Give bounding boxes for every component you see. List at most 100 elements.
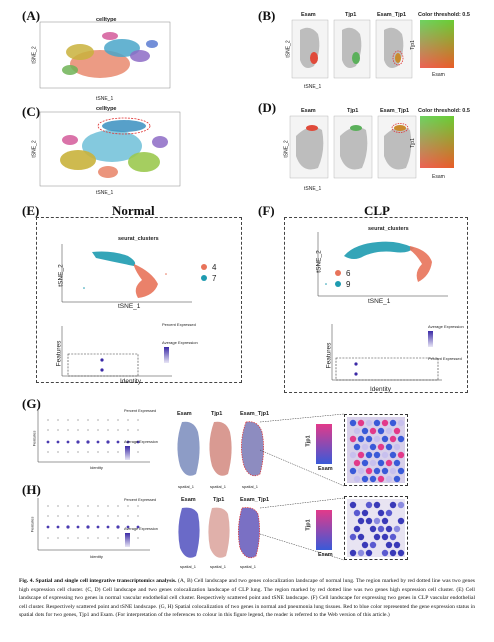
panel-g-color-square bbox=[316, 424, 332, 464]
panel-g-zoom-connector bbox=[259, 413, 345, 487]
panel-e-dot-xlabel: Identity bbox=[120, 378, 141, 385]
panel-h-zoom-spots bbox=[347, 499, 405, 557]
panel-f-avg-bar bbox=[428, 331, 433, 347]
panel-label-b: (B) bbox=[258, 8, 276, 23]
panel-g-spatial-esam: Esam bbox=[177, 411, 192, 417]
panel-f-heading: CLP bbox=[364, 203, 390, 218]
panel-d-esam-axis: Esam bbox=[432, 174, 445, 180]
panel-h-zoom-frame bbox=[344, 496, 408, 560]
panel-e-frame bbox=[36, 217, 242, 383]
panel-b-ylabel: tSNE_2 bbox=[285, 40, 292, 58]
panel-f-legend-dots bbox=[335, 270, 341, 287]
panel-d-plot-tjp1: Tjp1 bbox=[347, 108, 359, 114]
panel-h-pct-title: Percent Expressed bbox=[124, 498, 157, 502]
panel-e-avg-bar bbox=[164, 347, 169, 363]
panel-f-pct-title: Percent Expressed bbox=[428, 356, 462, 361]
panel-f-avg-title: Average Expression bbox=[428, 324, 464, 329]
panel-e-pct-title: Percent Expressed bbox=[162, 322, 196, 327]
panel-g-zoom-frame bbox=[344, 414, 408, 486]
panel-e-avg-title: Average Expression bbox=[162, 340, 198, 345]
panel-h-xlabel-2: spatial_1 bbox=[210, 564, 227, 569]
panel-c-ylabel: tSNE_2 bbox=[31, 140, 38, 158]
panel-b-tsne-maps bbox=[291, 19, 413, 79]
panel-f-xlabel: tSNE_1 bbox=[368, 298, 391, 305]
panel-e-tsne bbox=[61, 244, 192, 303]
panel-label-d: (D) bbox=[258, 100, 277, 115]
panel-e-legend-7: 7 bbox=[212, 274, 217, 283]
panel-h-xlabel-1: spatial_1 bbox=[180, 564, 197, 569]
panel-label-e: (E) bbox=[22, 203, 40, 218]
panel-e-dot-ylabel: Features bbox=[55, 340, 63, 367]
panel-g-tissue-maps bbox=[177, 421, 264, 477]
panel-b-plot-tjp1: Tjp1 bbox=[345, 12, 357, 18]
panel-d-plot-esam: Esam bbox=[301, 108, 316, 114]
panel-c-tsne bbox=[39, 111, 181, 187]
panel-d-ylabel: tSNE_2 bbox=[283, 140, 290, 158]
panel-e-ylabel: tSNE_2 bbox=[57, 264, 65, 287]
panel-c-title: celltype bbox=[96, 106, 117, 112]
panel-h-color-square bbox=[316, 510, 332, 550]
panel-a-ylabel: tSNE_2 bbox=[31, 46, 38, 64]
panel-f-dot-ylabel: Features bbox=[325, 342, 333, 369]
panel-h-avg-title: Average Expression bbox=[124, 527, 158, 531]
panel-g-xlabel-1: spatial_1 bbox=[178, 484, 195, 489]
panel-f-title: seurat_clusters bbox=[368, 226, 409, 232]
panel-f-tsne bbox=[317, 232, 448, 297]
panel-a-xlabel: tSNE_1 bbox=[96, 96, 114, 102]
panel-g-xlabel-2: spatial_1 bbox=[210, 484, 227, 489]
panel-b-color-title: Color threshold: 0.5 bbox=[418, 12, 470, 18]
panel-h-zoom-x: Esam bbox=[318, 552, 333, 558]
panel-b-tjp1-axis: Tjp1 bbox=[409, 40, 416, 50]
panel-a-tsne bbox=[39, 21, 171, 89]
panel-label-c: (C) bbox=[22, 104, 41, 119]
panel-g-dot-xlabel: Identity bbox=[90, 465, 103, 470]
panel-label-f: (F) bbox=[258, 203, 275, 218]
panel-h-avg-bar bbox=[125, 533, 130, 547]
panel-g-zoom-spots bbox=[347, 417, 405, 483]
panel-e-xlabel: tSNE_1 bbox=[118, 303, 141, 310]
caption-lead: Fig. 4. Spatial and single cell integrat… bbox=[19, 578, 177, 584]
panel-e-title: seurat_clusters bbox=[118, 236, 159, 242]
panel-g-dot-ylabel: Features bbox=[31, 430, 37, 447]
panel-h-dot-xlabel: Identity bbox=[90, 554, 103, 559]
panel-b-color-square bbox=[420, 20, 454, 68]
panel-e-legend-4: 4 bbox=[212, 263, 217, 272]
panel-g-xlabel-3: spatial_1 bbox=[242, 484, 259, 489]
panel-h-spatial-tjp1: Tjp1 bbox=[213, 497, 225, 503]
panel-label-h: (H) bbox=[22, 482, 41, 497]
panel-f-dotplot bbox=[331, 324, 442, 381]
panel-g-zoom-x: Esam bbox=[318, 466, 333, 472]
panel-f-legend-6: 6 bbox=[346, 269, 351, 278]
panel-h-spatial-both: Esam_Tjp1 bbox=[240, 497, 270, 503]
panel-h-tissue-maps bbox=[178, 507, 260, 559]
panel-h-xlabel-3: spatial_1 bbox=[240, 564, 257, 569]
panel-f-dot-xlabel: Identity bbox=[370, 386, 391, 393]
panel-d-tjp1-axis: Tjp1 bbox=[409, 138, 416, 148]
panel-g-spatial-tjp1: Tjp1 bbox=[211, 411, 223, 417]
panel-d-color-title: Color threshold: 0.5 bbox=[418, 108, 470, 114]
panel-b-plot-esam: Esam bbox=[301, 12, 316, 18]
panel-h-spatial-esam: Esam bbox=[181, 497, 196, 503]
panel-b-xlabel: tSNE_1 bbox=[304, 84, 322, 90]
panel-b-esam-axis: Esam bbox=[432, 72, 445, 78]
panel-f-legend-9: 9 bbox=[346, 280, 351, 289]
panel-e-dotplot bbox=[61, 326, 172, 377]
panel-label-a: (A) bbox=[22, 8, 41, 23]
panel-g-dotplot bbox=[37, 410, 150, 463]
panel-d-xlabel: tSNE_1 bbox=[304, 186, 322, 192]
panel-f-frame bbox=[284, 217, 468, 393]
figure-caption: Fig. 4. Spatial and single cell integrat… bbox=[19, 577, 475, 620]
panel-h-zoom-connector bbox=[259, 497, 345, 561]
panel-a-title: celltype bbox=[96, 17, 117, 23]
panel-d-color-square bbox=[420, 116, 454, 168]
panel-g-pct-title: Percent Expressed bbox=[124, 409, 157, 413]
panel-b-plot-both: Esam_Tjp1 bbox=[377, 12, 407, 18]
panel-g-avg-bar bbox=[125, 446, 130, 460]
panel-d-tsne-maps bbox=[289, 115, 417, 179]
panel-g-avg-title: Average Expression bbox=[124, 440, 158, 444]
caption-body: (A, B) Cell landscape and two genes colo… bbox=[19, 578, 475, 619]
panel-c-xlabel: tSNE_1 bbox=[96, 190, 114, 196]
panel-e-legend-dots bbox=[201, 264, 207, 281]
panel-label-g: (G) bbox=[22, 396, 41, 411]
panel-e-heading: Normal bbox=[112, 203, 155, 218]
